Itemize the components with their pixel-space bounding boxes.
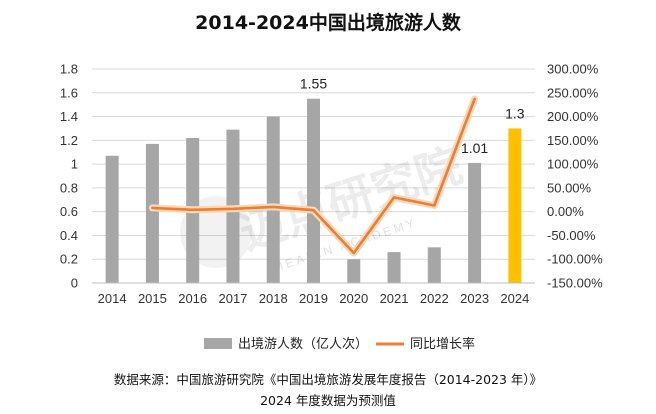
note-line: 2024 年度数据为预测值: [260, 393, 396, 408]
chart-title: 2014-2024中国出境旅游人数: [195, 11, 462, 34]
y-right-tick-label: 200.00%: [547, 109, 599, 124]
data-label: 1.3: [505, 105, 525, 121]
y-right-tick-label: -150.00%: [547, 276, 603, 291]
legend-swatch-bar: [204, 338, 232, 349]
y-axis-left: 0 0.2 0.4 0.6 0.8 1 1.2 1.4 1.6 1.8: [60, 62, 78, 291]
x-tick-label: 2022: [420, 291, 449, 306]
x-tick-label: 2014: [98, 291, 127, 306]
y-right-tick-label: 100.00%: [547, 157, 599, 172]
y-right-tick-label: 50.00%: [547, 180, 592, 195]
bar: [266, 116, 280, 283]
legend-label-line: 同比增长率: [410, 336, 475, 352]
y-right-tick-label: 150.00%: [547, 133, 599, 148]
x-tick-label: 2018: [259, 291, 288, 306]
bar: [508, 128, 522, 283]
x-tick-label: 2020: [339, 291, 368, 306]
y-left-tick-label: 0: [71, 276, 78, 291]
source-line: 数据来源：中国旅游研究院《中国出境旅游发展年度报告（2014-2023 年）》: [114, 372, 542, 387]
y-axis-right: -150.00% -100.00% -50.00% 0.00% 50.00% 100.00…: [547, 62, 603, 291]
y-right-tick-label: -100.00%: [547, 252, 603, 267]
y-left-tick-label: 1.4: [60, 109, 78, 124]
x-tick-label: 2024: [500, 291, 529, 306]
x-tick-label: 2017: [218, 291, 247, 306]
legend: 出境游人数（亿人次） 同比增长率: [204, 336, 475, 352]
line-series: [148, 95, 479, 257]
y-right-tick-label: 250.00%: [547, 85, 599, 100]
x-tick-label: 2021: [380, 291, 409, 306]
y-left-tick-label: 0.2: [60, 252, 78, 267]
x-axis: 2014 2015 2016 2017 2018 2019 2020 2021 2022 2023…: [92, 282, 535, 306]
data-label: 1.01: [461, 140, 488, 156]
x-tick-label: 2023: [460, 291, 489, 306]
bar: [105, 155, 119, 283]
y-left-tick-label: 0.6: [60, 204, 78, 219]
y-right-tick-label: -50.00%: [547, 228, 596, 243]
y-right-tick-label: 300.00%: [547, 62, 599, 77]
y-left-tick-label: 0.8: [60, 180, 78, 195]
legend-label-bar: 出境游人数（亿人次）: [238, 336, 368, 352]
y-left-tick-label: 1.8: [60, 62, 78, 77]
bar: [387, 252, 401, 283]
x-tick-label: 2015: [138, 291, 167, 306]
data-label: 1.55: [300, 76, 327, 92]
data-labels: 1.55 1.01 1.3: [300, 76, 525, 156]
bar: [145, 143, 159, 283]
y-left-tick-label: 1: [71, 157, 78, 172]
bar: [307, 98, 320, 283]
bar: [347, 259, 361, 283]
y-left-tick-label: 1.6: [60, 85, 78, 100]
y-left-tick-label: 0.4: [60, 228, 78, 243]
bar: [468, 162, 482, 283]
x-tick-label: 2016: [178, 291, 207, 306]
x-tick-label: 2019: [299, 291, 328, 306]
bar: [427, 247, 441, 283]
y-left-tick-label: 1.2: [60, 133, 78, 148]
y-right-tick-label: 0.00%: [547, 204, 584, 219]
